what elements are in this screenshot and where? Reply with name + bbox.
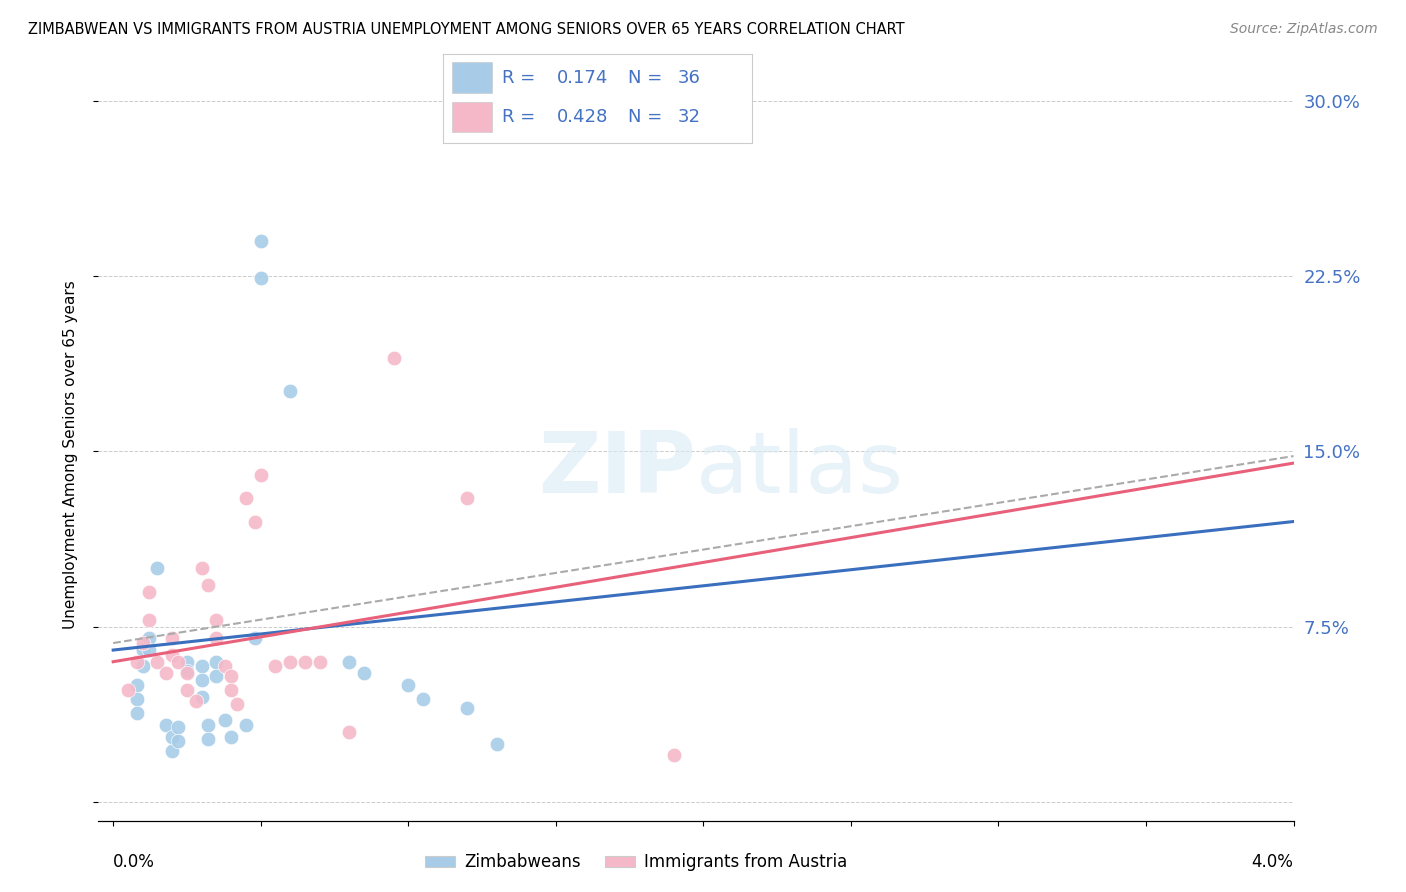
Text: 0.174: 0.174 xyxy=(557,69,609,87)
Point xyxy=(160,632,183,646)
Point xyxy=(125,706,148,720)
Point xyxy=(176,655,198,669)
Point xyxy=(337,724,360,739)
Point xyxy=(205,613,228,627)
Point xyxy=(278,384,301,398)
Point xyxy=(131,636,153,650)
Point xyxy=(176,664,198,678)
Point xyxy=(353,666,375,681)
Point xyxy=(249,271,271,285)
Point xyxy=(235,491,257,505)
Text: R =: R = xyxy=(502,108,541,126)
Point xyxy=(219,730,242,744)
Point xyxy=(138,643,160,657)
Point xyxy=(167,720,190,734)
Point xyxy=(249,467,271,482)
Point xyxy=(243,632,266,646)
Point xyxy=(214,659,236,673)
Point xyxy=(125,692,148,706)
Point xyxy=(396,678,419,692)
Point xyxy=(278,655,301,669)
Point xyxy=(264,659,287,673)
Text: N =: N = xyxy=(628,108,668,126)
Point xyxy=(294,655,316,669)
Text: ZIP: ZIP xyxy=(538,428,696,511)
Point xyxy=(456,701,478,715)
Point xyxy=(125,678,148,692)
Point xyxy=(662,748,685,763)
Point xyxy=(167,655,190,669)
Point xyxy=(235,718,257,732)
Point xyxy=(146,561,169,575)
Point xyxy=(589,128,612,143)
Point xyxy=(205,655,228,669)
Point xyxy=(131,659,153,673)
Text: 0.428: 0.428 xyxy=(557,108,609,126)
Text: atlas: atlas xyxy=(696,428,904,511)
Point xyxy=(155,666,177,681)
Point xyxy=(138,632,160,646)
Point xyxy=(190,561,212,575)
Point xyxy=(249,234,271,248)
Point xyxy=(190,690,212,704)
Point xyxy=(190,673,212,688)
Point xyxy=(146,655,169,669)
Point xyxy=(138,613,160,627)
Point xyxy=(176,682,198,697)
Point xyxy=(214,713,236,727)
Point xyxy=(176,666,198,681)
Point xyxy=(205,669,228,683)
Text: 32: 32 xyxy=(678,108,702,126)
Point xyxy=(485,737,508,751)
Point xyxy=(197,731,219,746)
Text: Source: ZipAtlas.com: Source: ZipAtlas.com xyxy=(1230,22,1378,37)
Point xyxy=(160,730,183,744)
Point xyxy=(219,669,242,683)
Text: 36: 36 xyxy=(678,69,700,87)
Point xyxy=(456,491,478,505)
Point xyxy=(167,734,190,748)
Point xyxy=(125,655,148,669)
Text: 0.0%: 0.0% xyxy=(112,854,155,871)
Point xyxy=(184,694,207,708)
Legend: Zimbabweans, Immigrants from Austria: Zimbabweans, Immigrants from Austria xyxy=(419,847,853,878)
Point xyxy=(382,351,405,365)
Point xyxy=(412,692,434,706)
Point xyxy=(308,655,330,669)
Point xyxy=(226,697,249,711)
Point xyxy=(138,584,160,599)
Point xyxy=(205,632,228,646)
Text: ZIMBABWEAN VS IMMIGRANTS FROM AUSTRIA UNEMPLOYMENT AMONG SENIORS OVER 65 YEARS C: ZIMBABWEAN VS IMMIGRANTS FROM AUSTRIA UN… xyxy=(28,22,904,37)
Point xyxy=(337,655,360,669)
Point xyxy=(117,682,139,697)
Text: N =: N = xyxy=(628,69,668,87)
Point xyxy=(160,648,183,662)
Text: 4.0%: 4.0% xyxy=(1251,854,1294,871)
Point xyxy=(197,577,219,591)
Point xyxy=(197,718,219,732)
Point xyxy=(155,718,177,732)
Point xyxy=(131,643,153,657)
Text: R =: R = xyxy=(502,69,541,87)
Point xyxy=(190,659,212,673)
Point xyxy=(243,515,266,529)
Bar xyxy=(453,102,492,132)
Point xyxy=(160,743,183,757)
Y-axis label: Unemployment Among Seniors over 65 years: Unemployment Among Seniors over 65 years xyxy=(63,281,77,629)
Point xyxy=(219,682,242,697)
Bar xyxy=(453,62,492,93)
